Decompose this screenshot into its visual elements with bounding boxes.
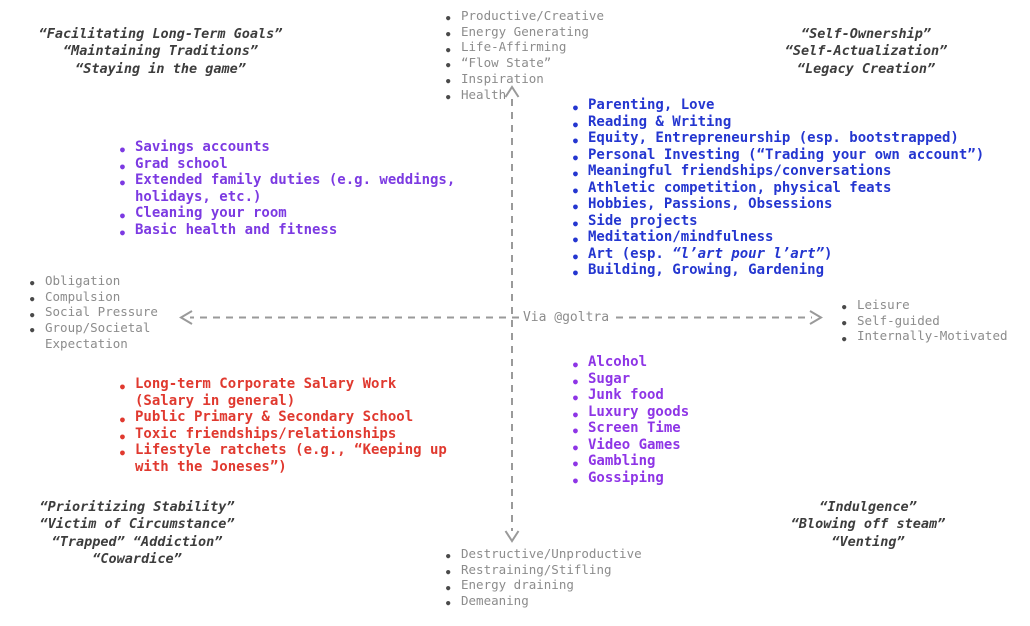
top-axis-labels: Productive/CreativeEnergy GeneratingLife… — [446, 8, 604, 105]
list-item: “Legacy Creation” — [796, 60, 936, 77]
right-axis-labels: LeisureSelf-guidedInternally-Motivated — [842, 297, 1008, 346]
down-arrowhead-icon — [504, 530, 520, 543]
list-item: Meaningful friendships/conversations — [573, 163, 984, 181]
right-arrowhead-icon — [809, 310, 823, 325]
top-left-quotes: “Facilitating Long-Term Goals” “Maintaini… — [18, 26, 303, 78]
list-item: Sugar — [573, 371, 689, 389]
list-item: Screen Time — [573, 420, 689, 438]
list-item: Gambling — [573, 453, 689, 471]
list-item: Toxic friendships/relationships — [120, 426, 447, 444]
list-item: “Venting” — [831, 533, 905, 550]
list-item: “Victim of Circumstance” — [39, 516, 235, 533]
lower-left-quadrant-items: Long-term Corporate Salary Work (Salary … — [120, 376, 447, 475]
list-item: Life-Affirming — [446, 39, 604, 57]
list-item: Personal Investing (“Trading your own ac… — [573, 147, 984, 165]
list-item: Demeaning — [446, 593, 642, 611]
list-item: Reading & Writing — [573, 114, 984, 132]
list-item: “Cowardice” — [92, 551, 182, 568]
list-item: Building, Growing, Gardening — [573, 262, 984, 280]
list-item: “Blowing off steam” — [790, 516, 946, 533]
list-item: Energy Generating — [446, 24, 604, 42]
list-item: Lifestyle ratchets (e.g., “Keeping up wi… — [120, 442, 447, 475]
list-item: Group/Societal Expectation — [30, 320, 158, 351]
list-item: Athletic competition, physical feats — [573, 180, 984, 198]
top-right-quotes: “Self-Ownership” “Self-Actualization” “Leg… — [740, 26, 992, 78]
list-item: “Prioritizing Stability” — [39, 499, 235, 515]
list-item: “Staying in the game” — [75, 60, 246, 77]
list-item: “Flow State” — [446, 55, 604, 73]
list-item: Leisure — [842, 297, 1008, 315]
list-item: “Maintaining Traditions” — [62, 43, 259, 60]
list-item: Equity, Entrepreneurship (esp. bootstrap… — [573, 130, 984, 148]
list-item: “Indulgence” — [819, 499, 917, 515]
upper-left-quadrant-items: Savings accountsGrad schoolExtended fami… — [120, 139, 455, 240]
list-item: Destructive/Unproductive — [446, 546, 642, 564]
list-item: Hobbies, Passions, Obsessions — [573, 196, 984, 214]
list-item: Inspiration — [446, 71, 604, 89]
list-item: Compulsion — [30, 289, 158, 307]
list-item: Junk food — [573, 387, 689, 405]
left-arrowhead-icon — [179, 310, 193, 325]
list-item: “Self-Actualization” — [784, 43, 948, 60]
list-item: Grad school — [120, 156, 455, 174]
lower-right-quadrant-items: AlcoholSugarJunk foodLuxury goodsScreen … — [573, 354, 689, 488]
list-item: “Self-Ownership” — [800, 26, 932, 42]
list-item: Parenting, Love — [573, 97, 984, 115]
left-axis-labels: ObligationCompulsionSocial PressureGroup… — [30, 273, 158, 352]
list-item: Gossiping — [573, 470, 689, 488]
list-item: Restraining/Stifling — [446, 562, 642, 580]
list-item: Public Primary & Secondary School — [120, 409, 447, 427]
list-item: Productive/Creative — [446, 8, 604, 26]
list-item: Social Pressure — [30, 304, 158, 322]
list-item: Savings accounts — [120, 139, 455, 157]
bottom-axis-labels: Destructive/UnproductiveRestraining/Stif… — [446, 546, 642, 611]
list-item: Video Games — [573, 437, 689, 455]
list-item: Health — [446, 87, 604, 105]
list-item: Meditation/mindfulness — [573, 229, 984, 247]
bottom-right-quotes: “Indulgence” “Blowing off steam” “Venting” — [738, 499, 998, 551]
list-item: Cleaning your room — [120, 205, 455, 223]
list-item: Extended family duties (e.g. weddings, h… — [120, 172, 455, 205]
list-item: Obligation — [30, 273, 158, 291]
list-item: Energy draining — [446, 577, 642, 595]
upper-right-quadrant-items: Parenting, LoveReading & WritingEquity, … — [573, 97, 984, 280]
list-item: Art (esp. “l’art pour l’art”) — [573, 246, 984, 264]
list-item: Internally-Motivated — [842, 328, 1008, 346]
list-item: Side projects — [573, 213, 984, 231]
list-item: Alcohol — [573, 354, 689, 372]
bottom-left-quotes: “Prioritizing Stability” “Victim of Circu… — [6, 499, 268, 569]
attribution-caption: Via @goltra — [522, 309, 610, 325]
list-item: Basic health and fitness — [120, 222, 455, 240]
list-item: “Trapped” “Addiction” — [51, 533, 223, 550]
list-item: Luxury goods — [573, 404, 689, 422]
list-item: Long-term Corporate Salary Work (Salary … — [120, 376, 447, 409]
list-item: Self-guided — [842, 313, 1008, 331]
list-item: “Facilitating Long-Term Goals” — [38, 26, 283, 42]
